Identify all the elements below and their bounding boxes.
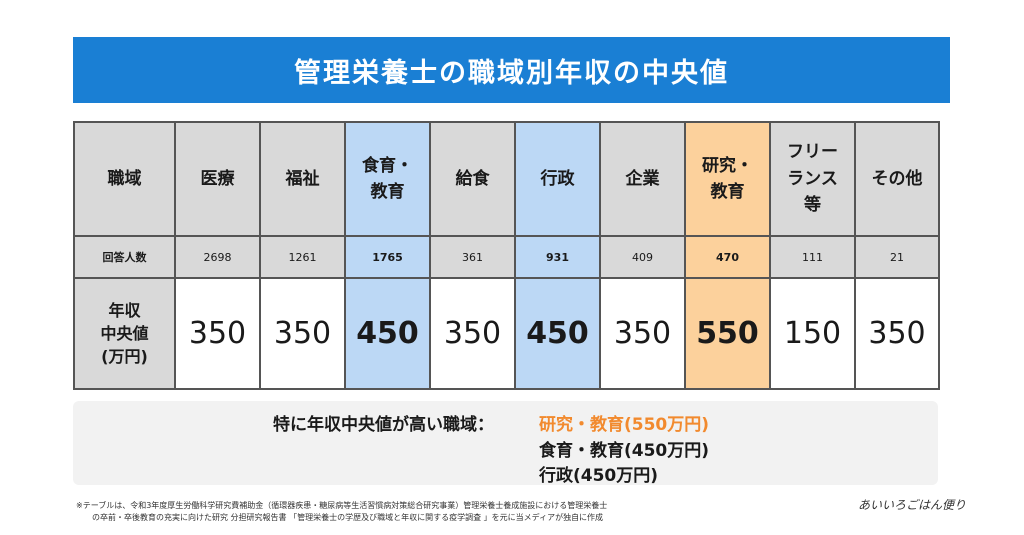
median-cell: 550 bbox=[684, 277, 771, 390]
count-row: 回答人数 2698 1261 1765 361 931 409 470 111 21 bbox=[73, 235, 940, 279]
count-cell: 470 bbox=[684, 235, 771, 279]
source-footnote: ※テーブルは、令和3年度厚生労働科学研究費補助金（循環器疾患・糖尿病等生活習慣病… bbox=[76, 500, 776, 524]
median-label-line: (万円) bbox=[101, 347, 148, 367]
median-label-line: 中央値 bbox=[100, 323, 149, 343]
header-label: 職域 bbox=[73, 121, 176, 237]
median-cell: 350 bbox=[429, 277, 516, 390]
median-cell: 150 bbox=[769, 277, 856, 390]
column-header: 企業 bbox=[599, 121, 686, 237]
summary-item: 行政(450万円) bbox=[539, 466, 659, 486]
count-cell: 361 bbox=[429, 235, 516, 279]
column-header-line: 医療 bbox=[200, 168, 235, 189]
column-header-line: 教育 bbox=[370, 182, 405, 202]
count-cell: 111 bbox=[769, 235, 856, 279]
column-header: 福祉 bbox=[259, 121, 346, 237]
summary-box: 特に年収中央値が高い職域： 研究・教育(550万円) 食育・教育(450万円) … bbox=[73, 401, 938, 486]
count-cell: 2698 bbox=[174, 235, 261, 279]
column-header-line: その他 bbox=[871, 168, 923, 189]
median-cell: 350 bbox=[174, 277, 261, 390]
column-header-line: 等 bbox=[804, 195, 821, 216]
column-header-line: 教育 bbox=[710, 182, 745, 202]
count-cell: 1261 bbox=[259, 235, 346, 279]
count-label: 回答人数 bbox=[73, 235, 176, 279]
summary-item: 食育・教育(450万円) bbox=[539, 441, 710, 461]
column-header: 医療 bbox=[174, 121, 261, 237]
count-cell: 21 bbox=[854, 235, 940, 279]
column-header-line: フリー bbox=[787, 142, 838, 163]
column-header: その他 bbox=[854, 121, 940, 237]
column-header: 給食 bbox=[429, 121, 516, 237]
column-header: フリー ランス等 bbox=[769, 121, 856, 237]
median-cell: 450 bbox=[514, 277, 601, 390]
median-cell: 350 bbox=[259, 277, 346, 390]
column-header-line: ランス bbox=[787, 168, 838, 189]
median-label: 年収 中央値 (万円) bbox=[73, 277, 176, 390]
median-label-line: 年収 bbox=[108, 300, 141, 320]
column-header-line: 給食 bbox=[455, 168, 490, 189]
summary-label: 特に年収中央値が高い職域： bbox=[273, 415, 494, 435]
column-header-line: 企業 bbox=[625, 168, 660, 189]
footnote-line: ※テーブルは、令和3年度厚生労働科学研究費補助金（循環器疾患・糖尿病等生活習慣病… bbox=[76, 501, 608, 510]
page-title: 管理栄養士の職域別年収の中央値 bbox=[73, 37, 950, 103]
median-cell: 350 bbox=[599, 277, 686, 390]
column-header-line: 食育・ bbox=[362, 155, 413, 176]
column-header-line: 行政 bbox=[540, 168, 575, 189]
column-header: 研究・ 教育 bbox=[684, 121, 771, 237]
median-cell: 450 bbox=[344, 277, 431, 390]
header-row: 職域 医療 福祉 食育・ 教育 給食 行政 企業 研究・ 教育 フリー ランス等その他 bbox=[73, 121, 940, 237]
site-logo: あいいろごはん便り bbox=[858, 498, 967, 512]
median-cell: 350 bbox=[854, 277, 940, 390]
summary-item-top: 研究・教育(550万円) bbox=[539, 415, 710, 435]
column-header: 行政 bbox=[514, 121, 601, 237]
column-header-line: 福祉 bbox=[285, 168, 320, 189]
count-cell: 1765 bbox=[344, 235, 431, 279]
footnote-line: の卒前・卒後教育の充実に向けた研究 分担研究報告書 「管理栄養士の学歴及び職域と… bbox=[92, 513, 604, 522]
count-cell: 931 bbox=[514, 235, 601, 279]
column-header: 食育・ 教育 bbox=[344, 121, 431, 237]
median-row: 年収 中央値 (万円) 350 350 450 350 450 350 550 150 350 bbox=[73, 277, 940, 390]
count-cell: 409 bbox=[599, 235, 686, 279]
salary-table: 職域 医療 福祉 食育・ 教育 給食 行政 企業 研究・ 教育 フリー ランス等その他 回答人数 2… bbox=[73, 121, 940, 390]
column-header-line: 研究・ bbox=[702, 155, 753, 176]
